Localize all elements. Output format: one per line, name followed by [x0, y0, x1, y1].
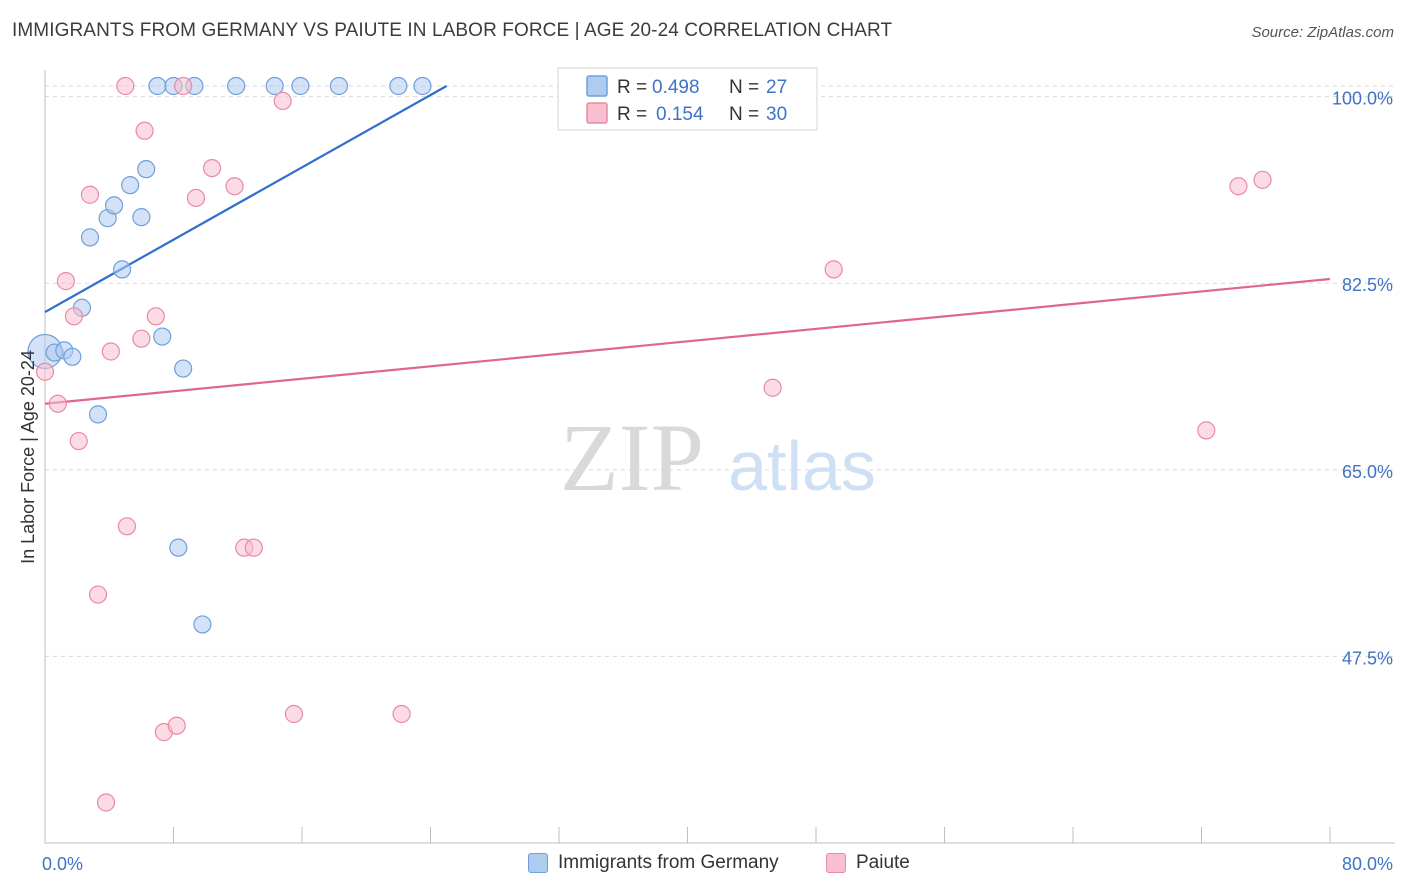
legend-label-germany: Immigrants from Germany [558, 852, 779, 873]
point-paiute [48, 394, 67, 413]
point-paiute [763, 378, 782, 397]
point-germany [88, 405, 108, 424]
point-germany [104, 196, 124, 215]
point-germany [174, 359, 193, 378]
legend-n-label-blue: N = [729, 77, 759, 98]
point-paiute [202, 158, 222, 178]
x-tick-label: 0.0% [42, 854, 83, 874]
y-tick-labels: 100.0% 82.5% 65.0% 47.5% [1332, 89, 1393, 669]
point-paiute [1229, 177, 1248, 196]
y-tick-label: 82.5% [1342, 275, 1393, 295]
point-paiute [167, 716, 186, 735]
point-paiute [244, 538, 263, 557]
point-germany [148, 76, 167, 96]
point-germany [291, 76, 310, 96]
legend-swatch-paiute [826, 853, 846, 873]
axes [44, 70, 1395, 844]
legend-r-label-pink: R = [617, 104, 647, 125]
legend-swatch-pink [586, 102, 608, 124]
point-paiute [824, 260, 843, 279]
point-paiute [132, 329, 151, 348]
point-germany [227, 76, 246, 96]
point-paiute [135, 121, 154, 140]
point-germany [80, 228, 100, 247]
point-germany [413, 76, 432, 96]
point-paiute [80, 185, 100, 204]
point-paiute [225, 177, 244, 196]
point-germany [137, 160, 156, 179]
legend-n-value-blue: 27 [766, 77, 787, 98]
point-germany [153, 327, 172, 346]
source-label: Source: ZipAtlas.com [1251, 24, 1394, 41]
y-tick-label: 47.5% [1342, 648, 1393, 668]
trendline-germany [44, 85, 448, 313]
x-tick-labels: 0.0% 80.0% [42, 854, 1393, 874]
point-paiute [284, 704, 304, 724]
watermark-zip: ZIP [560, 404, 704, 511]
point-paiute [117, 517, 137, 536]
point-paiute [56, 272, 75, 291]
trend-lines [44, 85, 1331, 405]
point-paiute [1197, 421, 1216, 440]
legend-swatch-blue [586, 75, 608, 97]
legend-swatch-germany [528, 853, 548, 873]
point-paiute [35, 362, 55, 381]
bottom-legend: Immigrants from Germany Paiute [0, 852, 1406, 878]
legend-n-value-pink: 30 [766, 104, 787, 125]
y-axis-label: In Labor Force | Age 20-24 [18, 350, 38, 564]
legend-item-germany[interactable]: Immigrants from Germany [528, 852, 779, 874]
y-tick-label: 65.0% [1342, 462, 1393, 482]
point-germany [63, 347, 82, 366]
point-germany [112, 260, 132, 279]
point-paiute [69, 431, 88, 451]
point-paiute [116, 76, 135, 96]
point-paiute [392, 704, 411, 724]
trendline-paiute [44, 277, 1331, 405]
point-germany [389, 76, 408, 96]
point-germany [132, 208, 151, 227]
point-germany [265, 76, 284, 96]
point-paiute [96, 793, 116, 812]
point-paiute [101, 342, 120, 361]
point-paiute [273, 91, 292, 111]
point-germany [169, 538, 188, 557]
watermark-atlas: atlas [728, 427, 876, 505]
legend-label-paiute: Paiute [856, 852, 910, 873]
legend-r-value-pink: 0.154 [656, 104, 704, 125]
gridlines [45, 85, 1395, 657]
point-paiute [186, 188, 206, 208]
point-paiute [88, 585, 108, 604]
stats-legend: R = 0.498 N = 27 R = 0.154 N = 30 [557, 67, 818, 131]
x-tick-label: 80.0% [1342, 854, 1393, 874]
point-paiute [1253, 170, 1272, 189]
data-points [27, 76, 1272, 812]
legend-item-paiute[interactable]: Paiute [826, 852, 910, 874]
point-paiute [64, 307, 84, 326]
y-tick-label: 100.0% [1332, 89, 1393, 109]
point-germany [121, 176, 140, 195]
point-germany [193, 615, 212, 634]
chart-title: IMMIGRANTS FROM GERMANY VS PAIUTE IN LAB… [12, 20, 893, 41]
point-paiute [146, 307, 165, 326]
point-germany [329, 76, 349, 96]
legend-n-label-pink: N = [729, 104, 759, 125]
legend-r-label-blue: R = [617, 77, 647, 98]
legend-r-value-blue: 0.498 [652, 77, 700, 98]
point-paiute [174, 76, 193, 96]
